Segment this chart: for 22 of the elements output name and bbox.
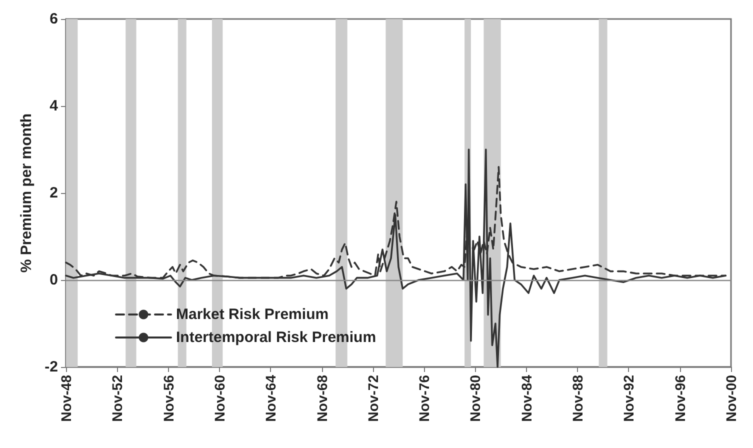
x-tick-label: Nov-60 [211,374,228,422]
y-tick-label: 0 [50,272,58,288]
y-tick-label: 4 [50,98,59,114]
x-tick-label: Nov-48 [58,374,74,422]
x-tick-label: Nov-56 [160,374,176,422]
x-tick-label: Nov-68 [314,374,330,422]
x-tick-label: Nov-00 [723,374,739,422]
x-tick-label: Nov-92 [620,374,637,422]
y-tick-label: -2 [44,358,58,376]
x-tick-label: Nov-80 [467,374,484,422]
legend-label: Intertemporal Risk Premium [176,329,376,346]
x-tick-label: Nov-52 [109,374,126,422]
x-tick-label: Nov-76 [416,374,432,422]
x-tick-label: Nov-96 [672,374,688,422]
x-tick-label: Nov-84 [518,374,534,422]
y-tick-label: 6 [50,10,58,28]
y-axis-title: % Premium per month [18,113,35,273]
legend-label: Market Risk Premium [176,306,329,323]
x-tick-label: Nov-64 [262,374,279,422]
y-tick-label: 2 [50,184,58,202]
x-tick-label: Nov-88 [570,374,586,422]
x-tick-label: Nov-72 [364,374,381,422]
